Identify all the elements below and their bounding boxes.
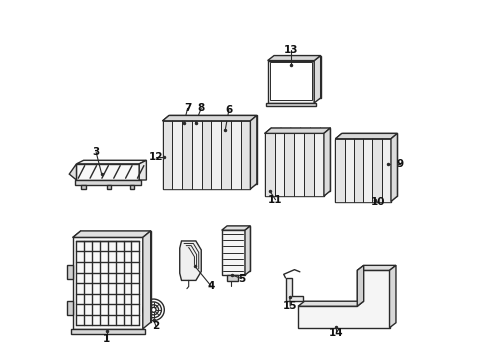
Polygon shape xyxy=(363,139,372,202)
Polygon shape xyxy=(298,270,390,328)
Polygon shape xyxy=(211,121,221,189)
Polygon shape xyxy=(71,329,145,334)
Polygon shape xyxy=(76,160,147,164)
Text: 7: 7 xyxy=(184,103,191,113)
Polygon shape xyxy=(354,139,363,202)
Polygon shape xyxy=(69,164,76,180)
Polygon shape xyxy=(324,128,330,196)
Polygon shape xyxy=(304,134,314,196)
Polygon shape xyxy=(245,226,250,275)
Polygon shape xyxy=(357,265,396,270)
Polygon shape xyxy=(274,55,320,98)
Text: 11: 11 xyxy=(268,195,283,205)
Polygon shape xyxy=(182,121,192,189)
Polygon shape xyxy=(270,62,313,100)
Text: 6: 6 xyxy=(225,105,232,115)
Polygon shape xyxy=(266,103,316,107)
Polygon shape xyxy=(192,121,201,189)
Polygon shape xyxy=(335,139,344,202)
Text: 5: 5 xyxy=(238,274,245,284)
Polygon shape xyxy=(344,139,354,202)
Polygon shape xyxy=(163,116,257,121)
Polygon shape xyxy=(391,134,397,202)
Polygon shape xyxy=(335,139,391,202)
Polygon shape xyxy=(390,265,396,328)
Polygon shape xyxy=(271,128,330,191)
Polygon shape xyxy=(221,226,250,230)
Polygon shape xyxy=(268,55,320,60)
Polygon shape xyxy=(357,265,364,306)
Polygon shape xyxy=(227,226,250,271)
Text: 15: 15 xyxy=(283,301,297,311)
Polygon shape xyxy=(169,116,257,184)
Polygon shape xyxy=(250,116,257,189)
Polygon shape xyxy=(73,237,143,329)
Text: 12: 12 xyxy=(149,152,163,162)
Polygon shape xyxy=(130,185,134,189)
Polygon shape xyxy=(163,121,250,189)
Text: 10: 10 xyxy=(370,197,385,207)
Polygon shape xyxy=(68,265,73,279)
Text: 9: 9 xyxy=(396,159,403,169)
Polygon shape xyxy=(107,185,111,189)
Polygon shape xyxy=(298,301,364,306)
Polygon shape xyxy=(74,180,141,185)
Polygon shape xyxy=(227,275,238,282)
Polygon shape xyxy=(265,128,330,134)
Polygon shape xyxy=(265,134,274,196)
Polygon shape xyxy=(221,121,231,189)
Polygon shape xyxy=(285,134,294,196)
Text: 14: 14 xyxy=(329,328,344,338)
Polygon shape xyxy=(221,230,245,275)
Polygon shape xyxy=(342,134,397,196)
Text: 4: 4 xyxy=(207,281,215,291)
Polygon shape xyxy=(76,164,139,180)
Polygon shape xyxy=(294,134,304,196)
Polygon shape xyxy=(139,160,147,180)
Text: 1: 1 xyxy=(103,333,111,343)
Polygon shape xyxy=(73,231,151,237)
Text: 8: 8 xyxy=(197,103,205,113)
Polygon shape xyxy=(81,185,86,189)
Polygon shape xyxy=(314,134,324,196)
Polygon shape xyxy=(265,134,324,196)
Polygon shape xyxy=(143,231,151,329)
Polygon shape xyxy=(241,121,250,189)
Text: 2: 2 xyxy=(152,321,160,331)
Polygon shape xyxy=(274,134,285,196)
Polygon shape xyxy=(201,121,211,189)
Polygon shape xyxy=(286,278,303,301)
Polygon shape xyxy=(180,241,201,280)
Polygon shape xyxy=(372,139,382,202)
Polygon shape xyxy=(268,60,314,103)
Text: 13: 13 xyxy=(284,45,298,55)
Polygon shape xyxy=(68,301,73,315)
Polygon shape xyxy=(231,121,241,189)
Polygon shape xyxy=(382,139,391,202)
Polygon shape xyxy=(163,121,172,189)
Polygon shape xyxy=(172,121,182,189)
Polygon shape xyxy=(314,55,320,103)
Polygon shape xyxy=(81,231,151,322)
Polygon shape xyxy=(335,134,397,139)
Text: 3: 3 xyxy=(93,147,100,157)
